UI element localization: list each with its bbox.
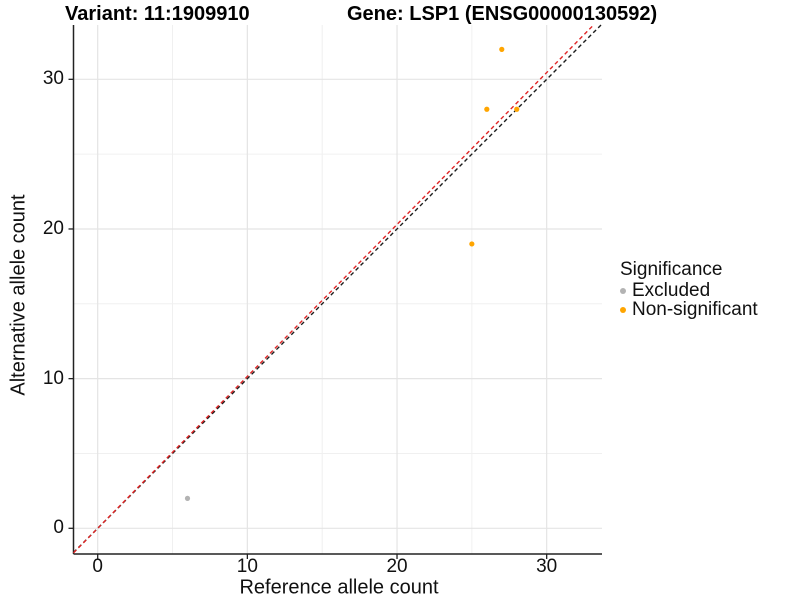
data-point-non-significant bbox=[484, 106, 490, 112]
legend-item-label: Non-significant bbox=[632, 298, 758, 320]
identity-line bbox=[73, 24, 602, 553]
legend-swatch-icon bbox=[620, 287, 626, 294]
x-tick-label: 30 bbox=[536, 556, 558, 577]
legend-title: Significance bbox=[620, 259, 723, 280]
plot-title-gene: Gene: LSP1 (ENSG00000130592) bbox=[347, 3, 658, 25]
data-point-non-significant bbox=[514, 106, 520, 112]
x-axis-title: Reference allele count bbox=[239, 576, 439, 599]
x-tick-label: 10 bbox=[236, 556, 258, 577]
y-axis-title: Alternative allele count bbox=[7, 194, 30, 396]
data-point-non-significant bbox=[469, 241, 475, 247]
legend-item: Non-significant bbox=[620, 298, 758, 320]
legend: Significance Excluded Non-significant bbox=[620, 258, 758, 320]
y-tick-label: 0 bbox=[53, 517, 64, 539]
expected-line bbox=[73, 24, 595, 554]
legend-item-label: Excluded bbox=[632, 279, 711, 301]
y-tick-label: 20 bbox=[42, 217, 64, 239]
legend-swatch-icon bbox=[620, 306, 626, 313]
legend-items: Excluded Non-significant bbox=[620, 279, 758, 320]
y-tick-label: 30 bbox=[42, 68, 64, 90]
plot-title-variant: Variant: 11:1909910 bbox=[65, 3, 250, 25]
x-tick-label: 0 bbox=[92, 556, 103, 577]
data-point-excluded bbox=[184, 495, 191, 501]
data-point-non-significant bbox=[499, 46, 505, 52]
legend-item: Excluded bbox=[620, 279, 758, 301]
y-tick-label: 10 bbox=[42, 367, 64, 389]
x-tick-label: 20 bbox=[386, 556, 408, 577]
